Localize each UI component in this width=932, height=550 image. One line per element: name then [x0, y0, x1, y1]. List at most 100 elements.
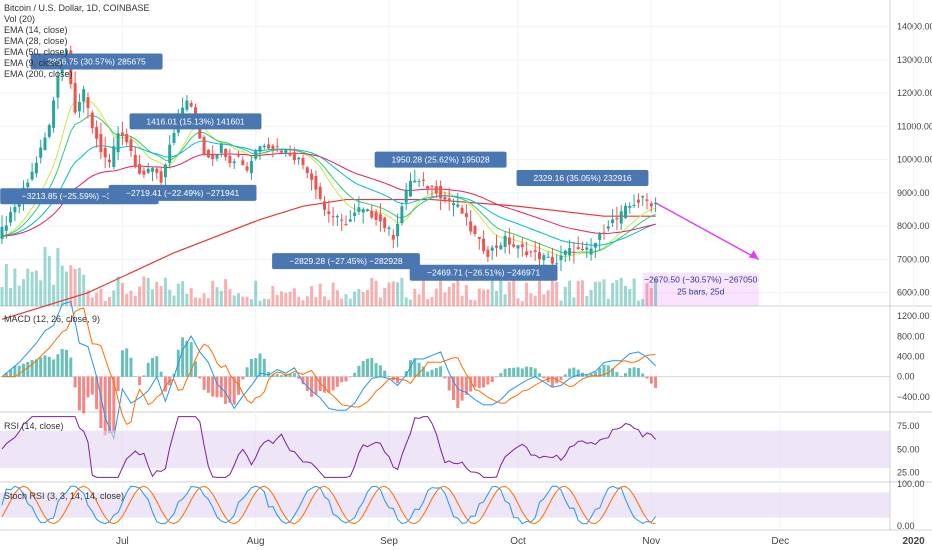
macd-histogram-bar — [598, 367, 602, 377]
macd-histogram-bar — [538, 373, 541, 377]
volume-bar — [284, 292, 288, 306]
volume-bar — [4, 264, 8, 306]
macd-histogram-bar — [301, 376, 305, 385]
volume-bar — [13, 268, 17, 306]
macd-histogram-bar — [520, 368, 524, 377]
macd-histogram-bar — [52, 359, 56, 377]
annotation-label: −2719.41 (−22.49%) −271941 — [126, 188, 239, 198]
volume-bar — [52, 284, 56, 306]
candle-body — [624, 205, 627, 219]
candle-body — [439, 185, 443, 199]
candle-body — [237, 155, 240, 157]
candle-body — [529, 251, 533, 253]
macd-histogram-bar — [181, 337, 185, 377]
candle-body — [452, 203, 455, 205]
macd-histogram-bar — [120, 350, 124, 377]
candle-body — [202, 137, 206, 155]
volume-bar — [378, 297, 382, 306]
volume-bar — [159, 286, 163, 306]
candle-body — [120, 132, 124, 136]
macd-histogram-bar — [499, 373, 503, 377]
volume-bar — [146, 277, 150, 306]
macd-histogram-bar — [366, 358, 369, 377]
candle-body — [344, 224, 348, 226]
candle-body — [387, 227, 391, 230]
ema50-line — [1, 152, 656, 237]
volume-bar — [387, 282, 391, 306]
volume-bar — [82, 274, 86, 306]
rsi-label: RSI (14, close) — [4, 421, 64, 431]
macd-histogram-bar — [297, 376, 301, 379]
candle-body — [512, 244, 516, 247]
macd-histogram-bar — [232, 376, 236, 405]
macd-histogram-bar — [641, 373, 645, 377]
macd-histogram-bar — [507, 368, 511, 377]
volume-bar — [271, 286, 275, 306]
projection-arrow — [655, 202, 760, 261]
volume-bar — [542, 294, 546, 306]
volume-bar — [206, 298, 210, 306]
candle-body — [473, 226, 477, 234]
candle-body — [224, 149, 228, 158]
time-tick-label: Jul — [116, 536, 129, 547]
volume-bar — [163, 277, 167, 306]
volume-bar — [155, 281, 159, 306]
candle-body — [598, 232, 602, 241]
candle-body — [254, 150, 258, 159]
candle-body — [391, 234, 395, 240]
macd-histogram-bar — [249, 359, 253, 377]
macd-histogram-bar — [361, 361, 365, 377]
volume-bar — [619, 277, 623, 306]
stoch-d-line — [1, 485, 656, 525]
macd-histogram-bar — [344, 376, 348, 382]
macd-histogram-bar — [628, 368, 632, 377]
volume-bar — [374, 280, 378, 306]
volume-bar — [598, 281, 602, 306]
macd-histogram-bar — [305, 376, 309, 391]
volume-bar — [409, 299, 412, 306]
volume-bar — [456, 277, 460, 306]
candle-body — [280, 150, 283, 153]
macd-label: MACD (12, 26, close, 9) — [4, 314, 101, 324]
candle-body — [168, 144, 172, 164]
macd-histogram-bar — [267, 371, 271, 377]
macd-histogram-bar — [82, 376, 86, 414]
stoch-label: Stoch RSI (3, 3, 14, 14, close) — [4, 491, 125, 501]
annotation-box — [129, 113, 262, 130]
volume-bar — [245, 296, 249, 306]
volume-bar — [99, 288, 103, 306]
macd-histogram-bar — [224, 376, 228, 404]
candle-body — [47, 125, 51, 137]
annotation-label: 2329.16 (35.05%) 232916 — [533, 173, 632, 183]
candle-body — [275, 146, 279, 148]
candle-body — [619, 211, 623, 224]
volume-bar — [499, 276, 503, 306]
macd-histogram-bar — [417, 362, 421, 377]
macd-histogram-bar — [331, 376, 335, 391]
volume-bar — [602, 279, 606, 306]
candle-body — [486, 249, 490, 257]
projection-label: −2670.50 (−30.57%) −267050 — [644, 274, 757, 284]
candle-body — [641, 196, 645, 198]
volume-bar — [654, 278, 658, 306]
macd-histogram-bar — [215, 376, 219, 398]
macd-histogram-bar — [654, 376, 658, 389]
macd-histogram-bar — [155, 356, 159, 377]
volume-bar — [572, 297, 576, 306]
volume-bar — [460, 295, 464, 306]
candle-body — [361, 209, 365, 213]
candle-body — [305, 167, 309, 174]
volume-bar — [529, 293, 533, 306]
volume-bar — [254, 280, 258, 306]
candle-body — [189, 102, 193, 107]
candle-body — [495, 245, 498, 248]
annotation-label: 2856.75 (30.57%) 285675 — [47, 57, 146, 67]
volume-bar — [219, 290, 223, 306]
candle-body — [340, 219, 344, 221]
volume-bar — [258, 300, 262, 306]
volume-bar — [120, 282, 124, 306]
volume-bar — [628, 288, 632, 306]
candle-body — [39, 147, 43, 158]
ema28-line — [1, 140, 656, 246]
